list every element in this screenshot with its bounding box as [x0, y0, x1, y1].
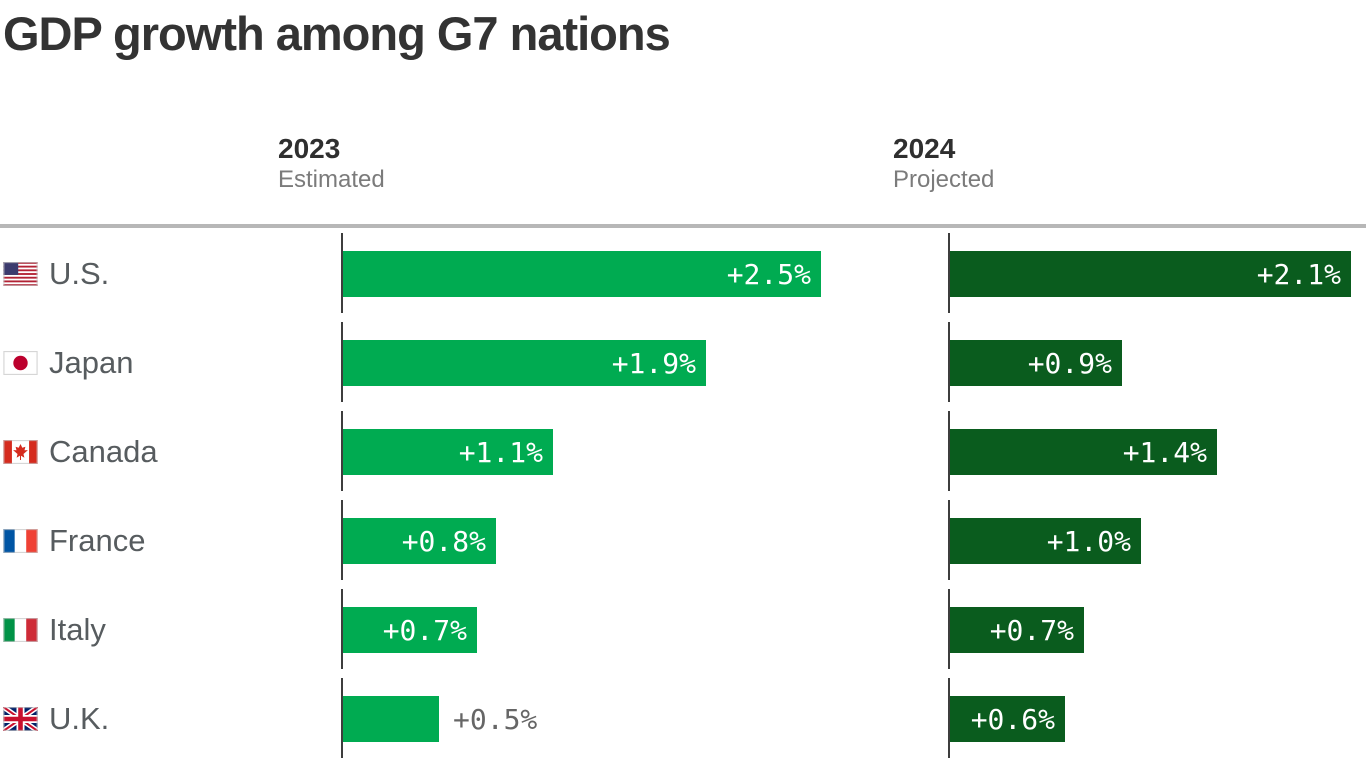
- country-label: Italy: [3, 607, 106, 653]
- column-subtitle-projected: Projected: [893, 166, 995, 194]
- axis-tick: [341, 233, 343, 313]
- chart-row-fr: France +0.8% +1.0%: [0, 499, 1366, 588]
- column-header-2024: 2024 Projected: [893, 134, 994, 194]
- chart-row-jp: Japan +1.9% +0.9%: [0, 321, 1366, 410]
- bar-value-label: +1.4%: [1122, 435, 1207, 469]
- axis-tick: [948, 500, 950, 580]
- axis-tick: [948, 322, 950, 402]
- axis-tick: [341, 500, 343, 580]
- chart-row-ca: Canada +1.1% +1.4%: [0, 410, 1366, 499]
- country-label: U.S.: [3, 251, 109, 297]
- country-name: U.K.: [49, 701, 110, 736]
- bar-value-label: +1.9%: [611, 346, 696, 380]
- axis-tick: [341, 678, 343, 758]
- axis-tick: [341, 589, 343, 669]
- axis-tick: [948, 411, 950, 491]
- bar-2024-ca: +1.4%: [950, 429, 1217, 475]
- bar-value-label: +0.9%: [1027, 346, 1112, 380]
- flag-jp-icon: [3, 351, 38, 375]
- bar-value-label: +0.5%: [453, 702, 538, 736]
- bar-2023-fr: +0.8%: [343, 518, 496, 564]
- country-name: Canada: [49, 434, 158, 469]
- chart-row-it: Italy +0.7% +0.7%: [0, 588, 1366, 677]
- country-label: Canada: [3, 429, 158, 475]
- chart-title: GDP growth among G7 nations: [3, 7, 671, 60]
- bar-2024-it: +0.7%: [950, 607, 1084, 653]
- chart-rows: U.S. +2.5% +2.1% Japan +1.9% +0.9% Canada +1.1%…: [0, 232, 1366, 766]
- bar-value-label: +0.6%: [970, 702, 1055, 736]
- axis-tick: [948, 233, 950, 313]
- bar-value-label: +0.8%: [401, 524, 486, 558]
- axis-tick: [341, 411, 343, 491]
- flag-it-icon: [3, 618, 38, 642]
- bar-2024-fr: +1.0%: [950, 518, 1141, 564]
- flag-fr-icon: [3, 529, 38, 553]
- bar-value-label: +1.0%: [1046, 524, 1131, 558]
- country-name: U.S.: [49, 256, 110, 291]
- column-subtitle-estimated: Estimated: [278, 166, 385, 194]
- flag-gb-icon: [3, 707, 38, 731]
- chart-row-gb: U.K. +0.5% +0.6%: [0, 677, 1366, 766]
- bar-2023-it: +0.7%: [343, 607, 477, 653]
- axis-tick: [948, 678, 950, 758]
- column-year-2023: 2023: [278, 133, 341, 164]
- bar-2023-ca: +1.1%: [343, 429, 553, 475]
- bar-value-label: +1.1%: [458, 435, 543, 469]
- country-name: Italy: [49, 612, 106, 647]
- flag-ca-icon: [3, 440, 38, 464]
- bar-2023-us: +2.5%: [343, 251, 821, 297]
- country-label: Japan: [3, 340, 133, 386]
- bar-2024-jp: +0.9%: [950, 340, 1122, 386]
- bar-2023-gb: +0.5%: [343, 696, 537, 742]
- chart-row-us: U.S. +2.5% +2.1%: [0, 232, 1366, 321]
- bar-2024-gb: +0.6%: [950, 696, 1065, 742]
- divider-rule: [0, 224, 1366, 228]
- axis-tick: [341, 322, 343, 402]
- country-label: U.K.: [3, 696, 109, 742]
- bar-value-label: +0.7%: [382, 613, 467, 647]
- axis-tick: [948, 589, 950, 669]
- country-label: France: [3, 518, 145, 564]
- country-name: France: [49, 523, 146, 558]
- flag-us-icon: [3, 262, 38, 286]
- country-name: Japan: [49, 345, 134, 380]
- column-year-2024: 2024: [893, 133, 956, 164]
- bar-value-label: +2.5%: [726, 257, 811, 291]
- bar-2023-jp: +1.9%: [343, 340, 706, 386]
- bar-value-label: +2.1%: [1256, 257, 1341, 291]
- bar-value-label: +0.7%: [989, 613, 1074, 647]
- bar-2024-us: +2.1%: [950, 251, 1351, 297]
- column-header-2023: 2023 Estimated: [278, 134, 385, 194]
